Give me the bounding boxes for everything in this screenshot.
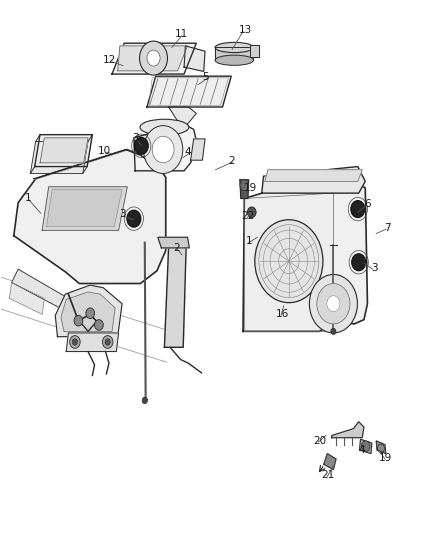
Circle shape: [95, 320, 103, 330]
Text: 22: 22: [242, 211, 255, 221]
Polygon shape: [42, 187, 127, 230]
Polygon shape: [332, 422, 364, 438]
Text: 5: 5: [202, 72, 208, 82]
Text: 3: 3: [132, 133, 138, 143]
Ellipse shape: [215, 42, 254, 53]
Polygon shape: [147, 76, 231, 107]
Polygon shape: [265, 169, 362, 181]
Text: 3: 3: [371, 263, 377, 273]
Text: 2: 2: [173, 243, 180, 253]
Text: 1: 1: [25, 193, 31, 204]
Circle shape: [140, 41, 167, 75]
Ellipse shape: [140, 119, 189, 135]
Text: 6: 6: [364, 199, 371, 209]
Polygon shape: [134, 124, 197, 171]
Circle shape: [327, 296, 340, 312]
Text: 13: 13: [239, 25, 252, 35]
Circle shape: [72, 339, 78, 345]
Polygon shape: [164, 243, 186, 348]
Text: 16: 16: [276, 309, 289, 319]
Text: 4: 4: [184, 147, 191, 157]
Polygon shape: [169, 107, 196, 128]
Polygon shape: [376, 441, 386, 454]
Polygon shape: [243, 172, 367, 332]
Polygon shape: [12, 269, 68, 310]
Polygon shape: [240, 180, 249, 198]
Polygon shape: [360, 439, 372, 454]
Polygon shape: [10, 282, 44, 314]
Polygon shape: [158, 237, 189, 248]
Polygon shape: [250, 45, 259, 56]
Text: 10: 10: [98, 146, 111, 156]
Circle shape: [352, 254, 366, 271]
Circle shape: [247, 207, 256, 217]
Circle shape: [127, 210, 141, 227]
Circle shape: [144, 126, 183, 173]
Text: 20: 20: [313, 436, 326, 446]
Circle shape: [102, 336, 113, 349]
Circle shape: [70, 336, 80, 349]
Circle shape: [86, 308, 95, 319]
Polygon shape: [244, 193, 333, 332]
Circle shape: [309, 274, 357, 333]
Circle shape: [147, 50, 160, 66]
Text: 12: 12: [102, 55, 116, 65]
Text: 3: 3: [119, 209, 125, 220]
Text: 19: 19: [244, 183, 257, 193]
Circle shape: [142, 397, 148, 403]
Text: 19: 19: [379, 453, 392, 463]
Circle shape: [240, 180, 249, 190]
Polygon shape: [191, 139, 205, 160]
Circle shape: [361, 441, 370, 451]
Polygon shape: [55, 285, 122, 337]
Circle shape: [134, 138, 148, 155]
Polygon shape: [33, 150, 155, 179]
Circle shape: [351, 200, 365, 217]
Circle shape: [105, 339, 110, 345]
Circle shape: [331, 328, 336, 335]
Polygon shape: [215, 47, 254, 60]
Polygon shape: [14, 150, 166, 284]
Polygon shape: [324, 454, 336, 470]
Polygon shape: [30, 142, 88, 173]
Circle shape: [255, 220, 323, 303]
Polygon shape: [35, 135, 92, 166]
Text: 2: 2: [228, 156, 234, 166]
Polygon shape: [46, 189, 122, 227]
Polygon shape: [61, 292, 115, 332]
Circle shape: [317, 284, 350, 324]
Polygon shape: [112, 43, 196, 74]
Text: 21: 21: [321, 470, 335, 480]
Circle shape: [74, 316, 83, 326]
Text: 11: 11: [175, 29, 188, 39]
Text: 1: 1: [245, 236, 252, 246]
Polygon shape: [118, 46, 187, 71]
Text: 4: 4: [359, 445, 366, 455]
Polygon shape: [184, 46, 205, 71]
Polygon shape: [40, 138, 88, 163]
Text: 7: 7: [384, 223, 390, 233]
Polygon shape: [262, 166, 365, 193]
Polygon shape: [66, 333, 119, 352]
Circle shape: [152, 136, 174, 163]
Ellipse shape: [215, 55, 254, 66]
